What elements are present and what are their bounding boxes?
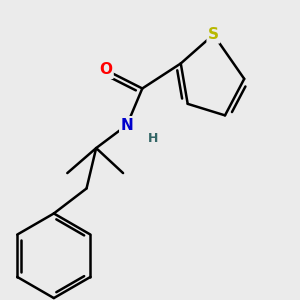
Text: O: O <box>99 62 112 77</box>
Text: N: N <box>121 118 133 133</box>
Text: S: S <box>208 27 219 42</box>
Text: H: H <box>148 132 158 145</box>
